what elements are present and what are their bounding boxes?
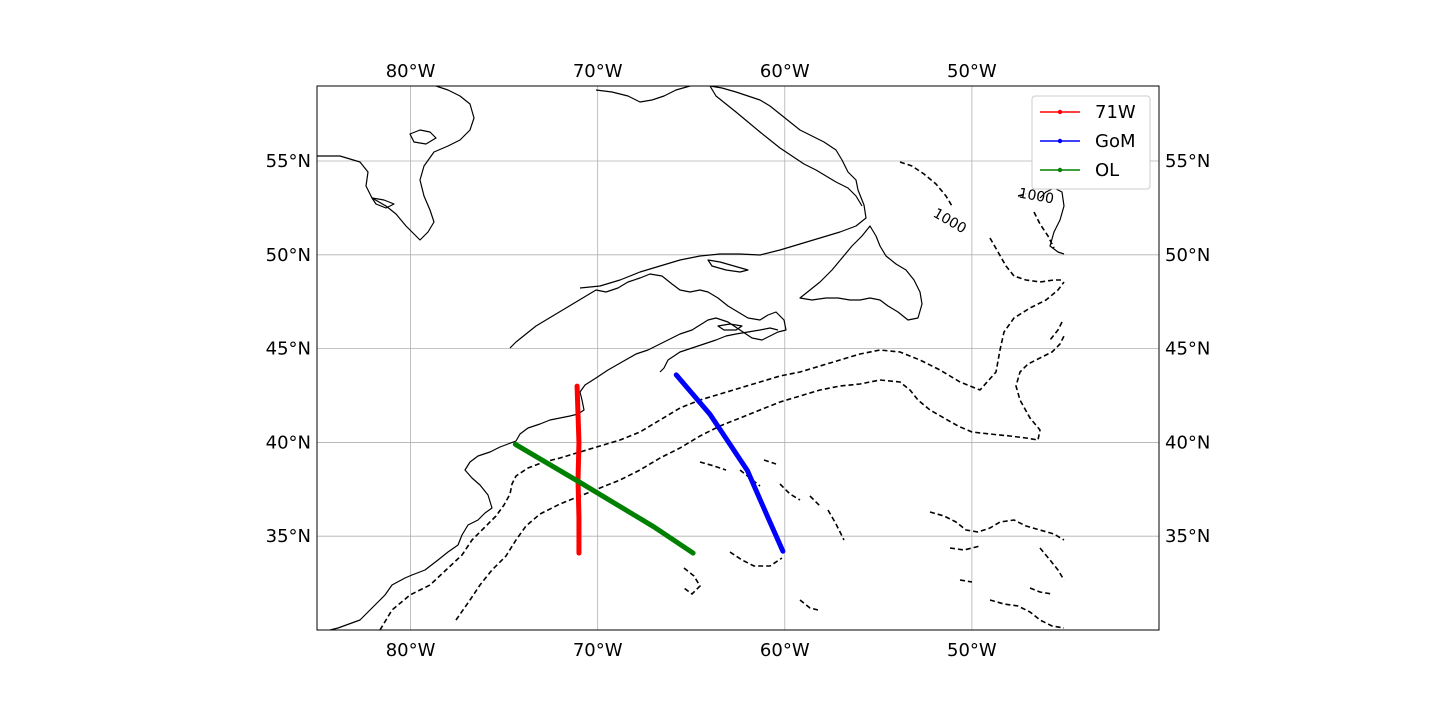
lat-tick-label-left: 55°N <box>266 151 311 172</box>
track-71w <box>574 383 582 556</box>
tick-labels: 80°W 80°W 70°W 70°W 60°W 60°W 50°W 50°W 35°N 35°N… <box>266 61 1211 661</box>
lon-tick-label-bottom: 80°W <box>386 640 436 661</box>
lat-tick-label-right: 35°N <box>1165 526 1210 547</box>
lat-tick-label-left: 40°N <box>266 432 311 453</box>
lon-tick-label-top: 80°W <box>386 61 436 82</box>
gridlines <box>317 86 1159 630</box>
isobath-label: 1000 <box>1017 186 1055 208</box>
coastline-labrador <box>595 86 863 207</box>
legend-entries: 71W GoM OL <box>1040 102 1136 181</box>
coastline-anticosti <box>707 259 749 273</box>
isobath-seamounts <box>683 459 845 611</box>
isobath-outer <box>455 335 1065 621</box>
lon-tick-label-top: 60°W <box>760 61 810 82</box>
lon-tick-label-bottom: 70°W <box>573 640 623 661</box>
lat-tick-label-left: 50°N <box>266 245 311 266</box>
coastlines <box>317 86 1065 630</box>
isobath-labels: 1000 1000 <box>930 186 1055 238</box>
isobaths <box>379 161 1065 630</box>
map-features <box>317 86 1065 630</box>
lat-tick-label-right: 55°N <box>1165 151 1210 172</box>
legend-marker-gom <box>1057 138 1063 144</box>
coastline-greenland <box>1039 187 1065 255</box>
coastline-us-east <box>329 273 787 630</box>
legend-label-ol: OL <box>1095 160 1119 181</box>
lat-tick-label-left: 35°N <box>266 526 311 547</box>
legend-marker-ol <box>1057 167 1063 173</box>
legend-box <box>1031 95 1151 190</box>
isobath-east-patches <box>929 511 1065 629</box>
map-frame <box>316 85 1160 631</box>
legend-marker-71w <box>1057 109 1063 115</box>
lon-tick-label-bottom: 60°W <box>760 640 810 661</box>
coastline-hudson-islands <box>371 129 437 209</box>
coastline-hudson-bay <box>317 86 475 241</box>
track-gom <box>673 372 786 554</box>
lon-tick-label-bottom: 50°W <box>947 640 997 661</box>
track-ol <box>512 441 696 556</box>
coastline-newfoundland <box>799 225 923 321</box>
isobath-label: 1000 <box>930 206 969 238</box>
isobath-greenland <box>1017 193 1063 341</box>
isobath-north <box>899 161 1064 283</box>
legend: 71W GoM OL <box>1031 95 1151 190</box>
coastline-nova-scotia <box>659 327 779 373</box>
tracks <box>512 372 786 556</box>
isobath-inner <box>379 281 1065 630</box>
lat-tick-label-right: 45°N <box>1165 339 1210 360</box>
lat-tick-label-right: 50°N <box>1165 245 1210 266</box>
coastline-pei <box>717 323 743 331</box>
lat-tick-label-left: 45°N <box>266 339 311 360</box>
coastline-gulf-north <box>579 86 867 289</box>
lat-tick-label-right: 40°N <box>1165 432 1210 453</box>
lon-tick-label-top: 70°W <box>573 61 623 82</box>
legend-label-gom: GoM <box>1095 131 1136 152</box>
legend-label-71w: 71W <box>1095 102 1136 123</box>
lon-tick-label-top: 50°W <box>947 61 997 82</box>
